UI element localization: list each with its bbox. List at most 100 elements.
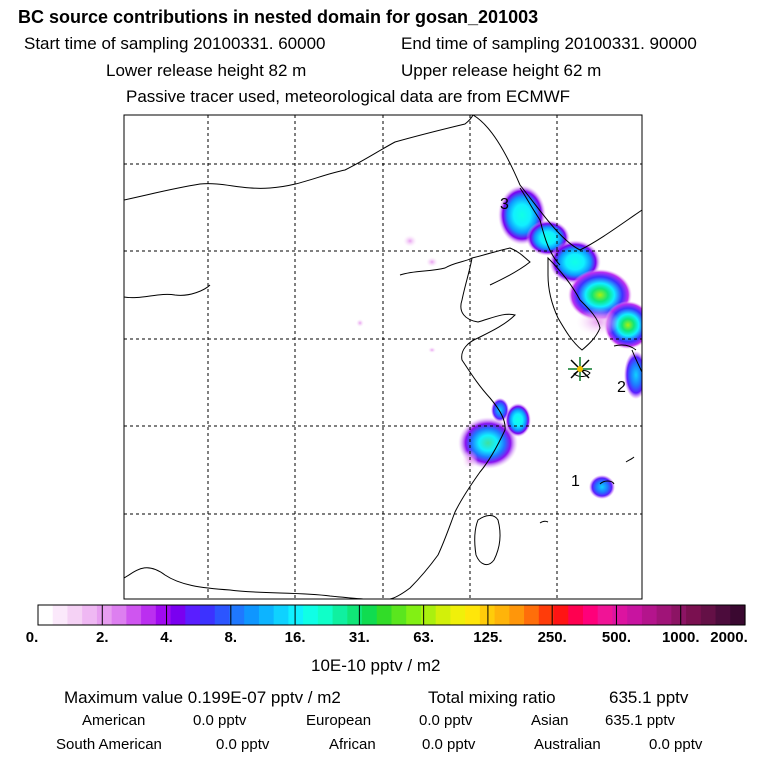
coast-bohai: [399, 247, 531, 286]
colorbar-tick-label: 16.: [284, 629, 306, 646]
coastlines: [124, 115, 642, 599]
region-australian-name: Australian: [534, 736, 601, 753]
colorbar: [37, 604, 746, 626]
border-mongolia: [124, 115, 474, 201]
colorbar-segment: [244, 605, 260, 625]
colorbar-segment: [288, 605, 304, 625]
colorbar-segment: [509, 605, 525, 625]
colorbar-segment: [332, 605, 348, 625]
colorbar-tick-label: 250.: [537, 629, 567, 646]
colorbar-segment: [317, 605, 334, 625]
trace-3: [356, 319, 364, 327]
colorbar-segment: [38, 605, 54, 625]
colorbar-tick-label: 63.: [413, 629, 435, 646]
colorbar-segment: [686, 605, 702, 625]
colorbar-segment: [82, 605, 98, 625]
map-border: [123, 114, 643, 600]
colorbar-segment: [155, 605, 172, 625]
region-african-value: 0.0 pptv: [422, 736, 476, 753]
colorbar-segment: [627, 605, 643, 625]
plume-yangtze-tip: [491, 398, 509, 422]
lower-release-height-label: Lower release height 82 m: [106, 61, 307, 80]
start-time-label: Start time of sampling 20100331. 60000: [24, 34, 326, 53]
colorbar-segment: [185, 605, 201, 625]
region-australian-value: 0.0 pptv: [649, 736, 703, 753]
colorbar-border: [37, 604, 746, 626]
upper-release-height-label: Upper release height 62 m: [401, 61, 602, 80]
marker-1: 1: [571, 473, 580, 490]
colorbar-tick-label: 31.: [348, 629, 370, 646]
colorbar-segment: [671, 605, 687, 625]
colorbar-segment: [229, 605, 245, 625]
marker-3: 3: [500, 196, 509, 213]
colorbar-segment: [553, 605, 569, 625]
lat-lon-grid: [124, 115, 642, 599]
border-west: [124, 284, 211, 299]
colorbar-segment: [524, 605, 540, 625]
island-taiwan: [474, 515, 501, 566]
island-ryukyu: [599, 480, 615, 485]
colorbar-tick-label: 500.: [601, 629, 632, 646]
figure-title: BC source contributions in nested domain…: [18, 7, 539, 27]
colorbar-segment: [376, 605, 393, 625]
colorbar-tick-label: 4.: [160, 629, 173, 646]
colorbar-segment: [214, 605, 231, 625]
colorbar-segment: [96, 605, 113, 625]
region-american-name: American: [82, 712, 146, 729]
colorbar-segment: [170, 605, 186, 625]
colorbar-tick-label: 125.: [473, 629, 503, 646]
colorbar-segment: [494, 605, 510, 625]
colorbar-segment: [303, 605, 319, 625]
colorbar-tick-label: 8.: [224, 629, 238, 646]
colorbar-segment: [420, 605, 437, 625]
colorbar-segment: [715, 605, 731, 625]
colorbar-segment: [730, 605, 746, 625]
colorbar-segment: [641, 605, 658, 625]
colorbar-segment: [465, 605, 481, 625]
colorbar-units: 10E-10 pptv / m2: [311, 656, 441, 675]
colorbar-segment: [258, 605, 275, 625]
colorbar-segment: [700, 605, 717, 625]
plume-yangtze-north: [505, 403, 531, 437]
coast-japan-kyushu: [631, 349, 642, 373]
colorbar-tick-label: 0.: [25, 629, 39, 646]
marker-2: 2: [617, 379, 626, 396]
coast-korea: [547, 256, 601, 351]
trace-4: [428, 347, 436, 353]
colorbar-segment: [450, 605, 466, 625]
colorbar-segment: [582, 605, 599, 625]
colorbar-segment: [67, 605, 83, 625]
trace-1: [403, 235, 417, 247]
colorbar-segment: [126, 605, 142, 625]
colorbar-segment: [111, 605, 127, 625]
total-mixing-ratio-value: 635.1 pptv: [609, 688, 689, 707]
colorbar-segment: [347, 605, 363, 625]
end-time-label: End time of sampling 20100331. 90000: [401, 34, 697, 53]
region-south-american-value: 0.0 pptv: [216, 736, 270, 753]
max-value-label: Maximum value 0.199E-07 pptv / m2: [64, 688, 341, 707]
coast-china-east: [389, 257, 516, 599]
region-asian-name: Asian: [531, 712, 569, 729]
tracer-note: Passive tracer used, meteorological data…: [126, 87, 571, 106]
plume-1: [589, 475, 615, 499]
colorbar-tick-label: 2.: [96, 629, 109, 646]
border-northeast: [472, 115, 642, 251]
colorbar-segment: [362, 605, 378, 625]
total-mixing-ratio-label: Total mixing ratio: [428, 688, 556, 707]
region-european-name: European: [306, 712, 372, 729]
colorbar-segment: [200, 605, 216, 625]
region-american-value: 0.0 pptv: [193, 712, 247, 729]
border-korea-north: [519, 187, 561, 266]
region-asian-value: 635.1 pptv: [605, 712, 676, 729]
colorbar-segment: [568, 605, 584, 625]
island-yaeyama: [539, 520, 549, 524]
colorbar-segment: [391, 605, 407, 625]
colorbar-segment: [656, 605, 672, 625]
colorbar-segment: [435, 605, 452, 625]
colorbar-segment: [141, 605, 157, 625]
trace-5: [462, 450, 478, 470]
island-ryukyu-north: [625, 456, 635, 463]
colorbar-segment: [52, 605, 69, 625]
trace-2: [426, 257, 438, 267]
